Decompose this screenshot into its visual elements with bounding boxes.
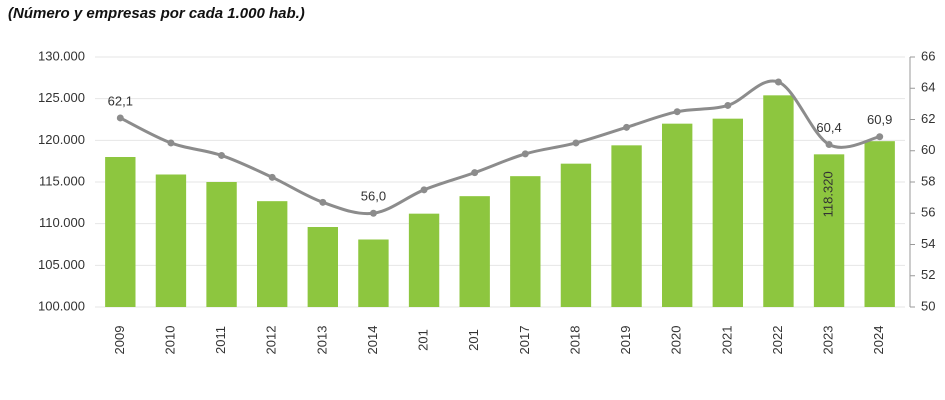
line (119, 79, 881, 216)
x-tick-label: 2012 (264, 326, 279, 355)
x-tick-label: 2023 (821, 326, 836, 355)
y2-tick-label: 56 (921, 205, 935, 220)
y-tick-label: 110.000 (39, 215, 85, 230)
bar (662, 123, 693, 308)
line-point (268, 173, 276, 181)
x-tick-label: 2014 (365, 326, 380, 355)
x-tick-label: 2021 (719, 326, 734, 355)
y2-tick-label: 54 (921, 236, 935, 251)
x-tick-label: 2017 (517, 326, 532, 355)
bar (408, 213, 440, 307)
y-tick-label: 105.000 (38, 257, 85, 272)
line-point (116, 114, 124, 122)
x-tick-label: 2024 (871, 326, 886, 355)
y2-tick-label: 62 (921, 111, 935, 126)
bar-value-label: 118.320 (821, 171, 836, 217)
line-point (876, 133, 884, 141)
bar (358, 239, 389, 307)
line-point (218, 151, 226, 159)
x-tick-label: 2018 (567, 326, 582, 355)
bar (560, 163, 592, 307)
line-point (825, 141, 833, 148)
y-tick-label: 120.000 (38, 132, 85, 147)
bar (510, 176, 541, 307)
line-value-label: 60,9 (867, 112, 892, 127)
line-point (167, 139, 175, 147)
line-point (572, 139, 580, 147)
y2-tick-label: 64 (921, 80, 935, 95)
bar (459, 196, 490, 307)
line-point (673, 108, 681, 116)
chart-title: (Número y empresas por cada 1.000 hab.) (8, 5, 305, 22)
line-point (724, 101, 732, 109)
line-point (521, 150, 529, 158)
line-point (319, 198, 327, 206)
y2-tick-label: 60 (921, 142, 935, 157)
x-tick-label: 2013 (314, 326, 329, 355)
line-point (420, 186, 428, 194)
x-tick-label: 201 (416, 329, 431, 351)
y2-tick-label: 58 (921, 173, 935, 188)
bar (763, 95, 794, 307)
y2-tick-label: 50 (921, 298, 935, 313)
line-point (623, 123, 631, 131)
x-tick-label: 201 (466, 329, 481, 351)
bar (712, 118, 743, 308)
bar (307, 227, 338, 307)
line-value-label: 62,1 (108, 93, 133, 108)
x-tick-label: 2010 (162, 326, 177, 355)
bar (611, 145, 642, 307)
line-point (774, 78, 782, 86)
line-point (369, 209, 377, 217)
y2-tick-label: 52 (921, 267, 935, 282)
x-tick-label: 2022 (770, 326, 785, 355)
bar (206, 182, 237, 307)
y-tick-label: 115.000 (39, 173, 85, 188)
x-tick-label: 2009 (112, 326, 127, 355)
bar (864, 141, 895, 307)
y-tick-label: 130.000 (38, 48, 85, 63)
x-tick-label: 2011 (213, 326, 228, 354)
y2-tick-label: 66 (921, 48, 935, 63)
line-value-label: 56,0 (361, 189, 386, 204)
line-value-label: 60,4 (816, 120, 841, 135)
bar (105, 157, 136, 307)
y-tick-label: 125.000 (38, 90, 85, 105)
bar (155, 174, 187, 307)
y-tick-label: 100.000 (38, 298, 85, 313)
x-tick-label: 2020 (669, 326, 684, 355)
bar (257, 201, 288, 307)
line-point (471, 169, 479, 177)
bar (813, 154, 845, 307)
x-tick-label: 2019 (618, 326, 633, 355)
